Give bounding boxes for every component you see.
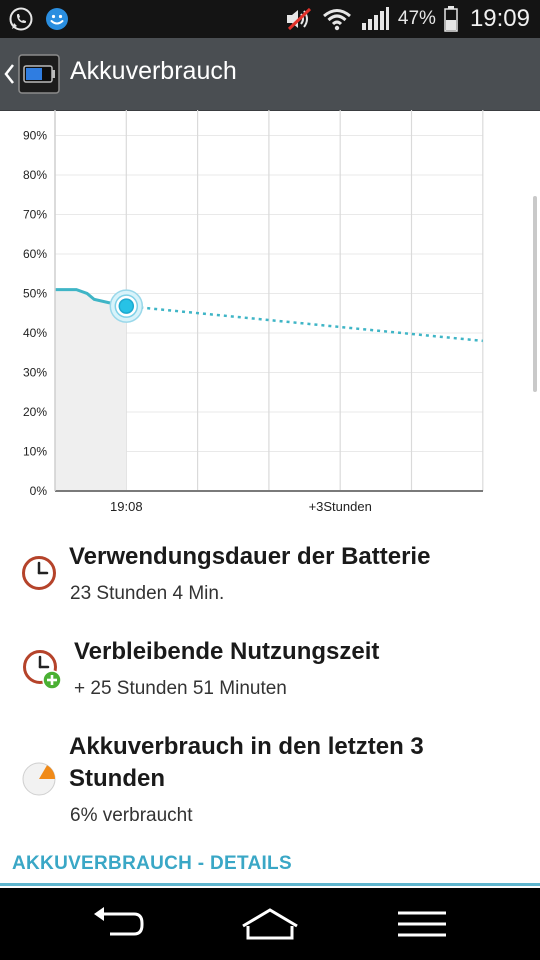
usage-duration-value: 23 Stunden 4 Min. (70, 583, 225, 604)
y-tick-label: 80% (23, 168, 47, 182)
y-tick-label: 70% (23, 208, 47, 222)
usage-duration-title: Verwendungsdauer der Batterie (69, 543, 431, 570)
back-icon[interactable] (88, 904, 148, 944)
y-tick-label: 10% (23, 445, 47, 459)
y-tick-label: 90% (23, 129, 47, 143)
remaining-time-value: + 25 Stunden 51 Minuten (74, 678, 287, 699)
current-level-marker (109, 289, 144, 323)
battery-chart: 0% 10% 20% 30% 40% 50% 60% 70% 80% 90% 19:08 +3Stu… (0, 110, 540, 520)
details-section-header[interactable]: AKKUVERBRAUCH - DETAILS (12, 853, 292, 874)
usage-last-3h-title-line1: Akkuverbrauch in den letzten 3 (69, 733, 424, 760)
chevron-left-icon[interactable] (2, 62, 16, 86)
page-title: Akkuverbrauch (70, 57, 237, 85)
battery-percent: 47% (397, 8, 436, 29)
whatsapp-icon (9, 7, 33, 31)
wifi-icon (322, 9, 351, 31)
y-tick-label: 50% (23, 287, 47, 301)
status-bar: 47% 19:09 (0, 0, 540, 38)
scrollbar[interactable] (533, 196, 537, 392)
clock: 19:09 (469, 5, 530, 32)
x-tick-label: +3Stunden (309, 499, 372, 514)
y-tick-label: 40% (23, 326, 47, 340)
home-icon[interactable] (240, 904, 300, 944)
history-area (55, 289, 127, 491)
usage-last-3h-title-line2: Stunden (69, 765, 165, 792)
clock-icon (22, 556, 56, 590)
details-divider (0, 883, 540, 886)
navigation-bar (0, 888, 540, 960)
pie-icon (22, 762, 56, 796)
clock-plus-icon (23, 650, 62, 690)
usage-last-3h-value: 6% verbraucht (70, 805, 193, 826)
battery-icon (444, 6, 458, 32)
signal-icon (361, 7, 389, 30)
action-bar: Akkuverbrauch (0, 38, 540, 111)
y-tick-label: 30% (23, 366, 47, 380)
y-tick-label: 0% (30, 484, 48, 498)
y-tick-label: 20% (23, 405, 47, 419)
messenger-icon (46, 8, 68, 30)
battery-app-icon[interactable] (18, 54, 60, 94)
battery-chart-svg: 0% 10% 20% 30% 40% 50% 60% 70% 80% 90% 19:08 +3Stu… (23, 110, 484, 514)
volume-mute-icon (286, 7, 311, 31)
x-tick-label: 19:08 (110, 499, 143, 514)
projection-line (126, 304, 483, 343)
menu-icon[interactable] (392, 904, 452, 944)
remaining-time-title: Verbleibende Nutzungszeit (74, 638, 380, 665)
marker-ring (118, 298, 135, 314)
y-tick-label: 60% (23, 247, 47, 261)
